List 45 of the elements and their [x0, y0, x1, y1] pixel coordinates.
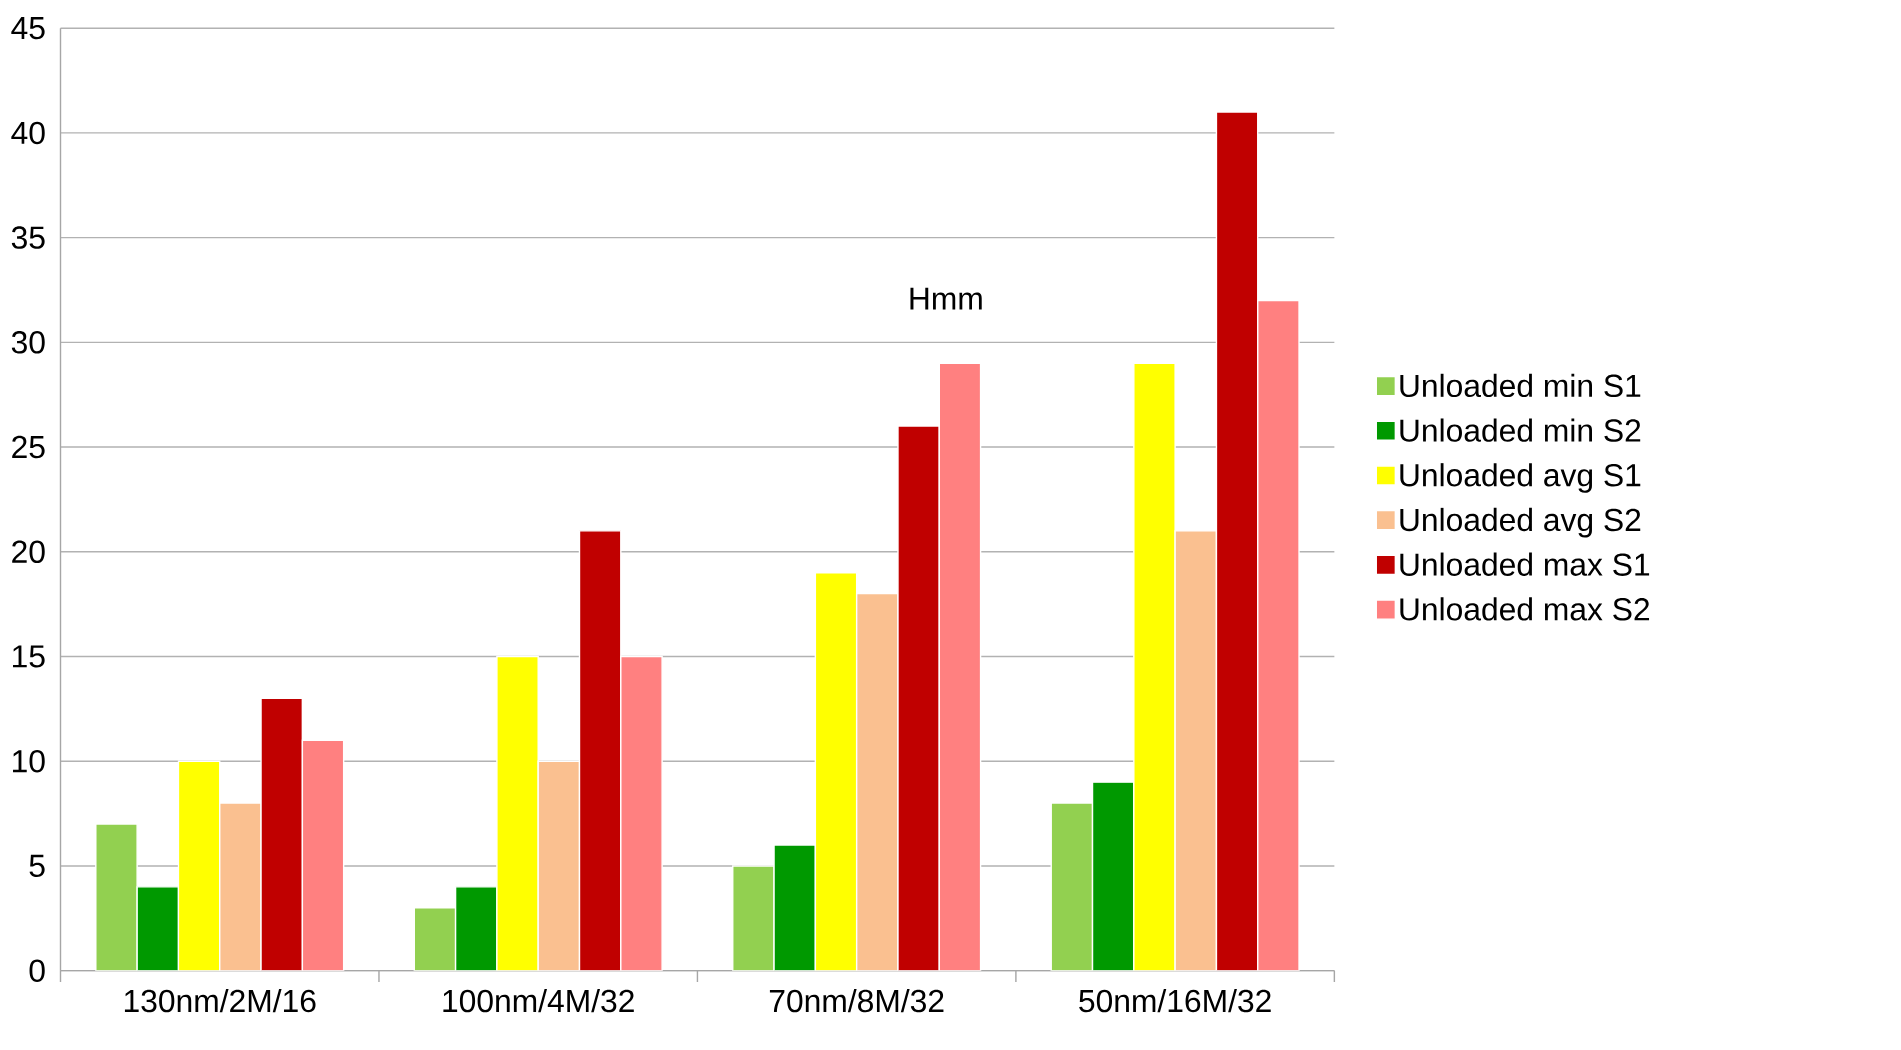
- bar: [897, 425, 940, 971]
- bar: [732, 865, 775, 971]
- bar: [814, 571, 858, 971]
- y-tick-label: 45: [11, 16, 45, 40]
- bar: [177, 760, 221, 971]
- annotation: Hmm: [910, 287, 982, 310]
- bar: [301, 739, 345, 971]
- x-tick-label: 70nm/8M/32: [769, 988, 944, 1013]
- y-tick-label: 25: [12, 435, 45, 459]
- bar: [938, 362, 982, 971]
- bar: [1257, 299, 1300, 971]
- y-tick-label: 20: [12, 540, 45, 563]
- y-tick-label: 10: [13, 749, 45, 773]
- y-tick-label: 40: [11, 121, 45, 144]
- bar: [1174, 529, 1218, 971]
- legend-label: Unloaded min S1: [1400, 373, 1641, 397]
- legend-label: Unloaded max S2: [1400, 597, 1650, 621]
- y-tick-label: 30: [11, 330, 45, 354]
- x-tick-label: 130nm/2M/16: [124, 988, 316, 1013]
- bar: [454, 885, 498, 971]
- x-tick-label: 50nm/16M/32: [1079, 988, 1271, 1013]
- bar: [260, 697, 304, 971]
- y-tick-label: 15: [13, 645, 45, 668]
- bar: [620, 655, 663, 971]
- legend-label: Unloaded avg S2: [1400, 507, 1641, 538]
- bar: [136, 885, 180, 971]
- bar: [496, 655, 539, 971]
- bar: [413, 906, 457, 971]
- bar: [578, 529, 622, 971]
- bar: [537, 760, 581, 971]
- bar: [219, 802, 262, 971]
- bar: [855, 592, 899, 971]
- bar: [1050, 802, 1094, 971]
- bar: [773, 844, 817, 971]
- legend-label: Unloaded max S1: [1400, 552, 1650, 576]
- legend-label: Unloaded avg S1: [1400, 462, 1641, 493]
- bar: [1215, 111, 1259, 971]
- bar: [1133, 362, 1176, 971]
- bar: [95, 823, 138, 971]
- legend-label: Unloaded min S2: [1400, 418, 1641, 442]
- y-tick-label: 35: [11, 226, 45, 249]
- y-tick-label: 0: [29, 959, 45, 982]
- x-tick-label: 100nm/4M/32: [443, 988, 634, 1013]
- y-tick-label: 5: [29, 854, 45, 877]
- bar: [1091, 781, 1135, 971]
